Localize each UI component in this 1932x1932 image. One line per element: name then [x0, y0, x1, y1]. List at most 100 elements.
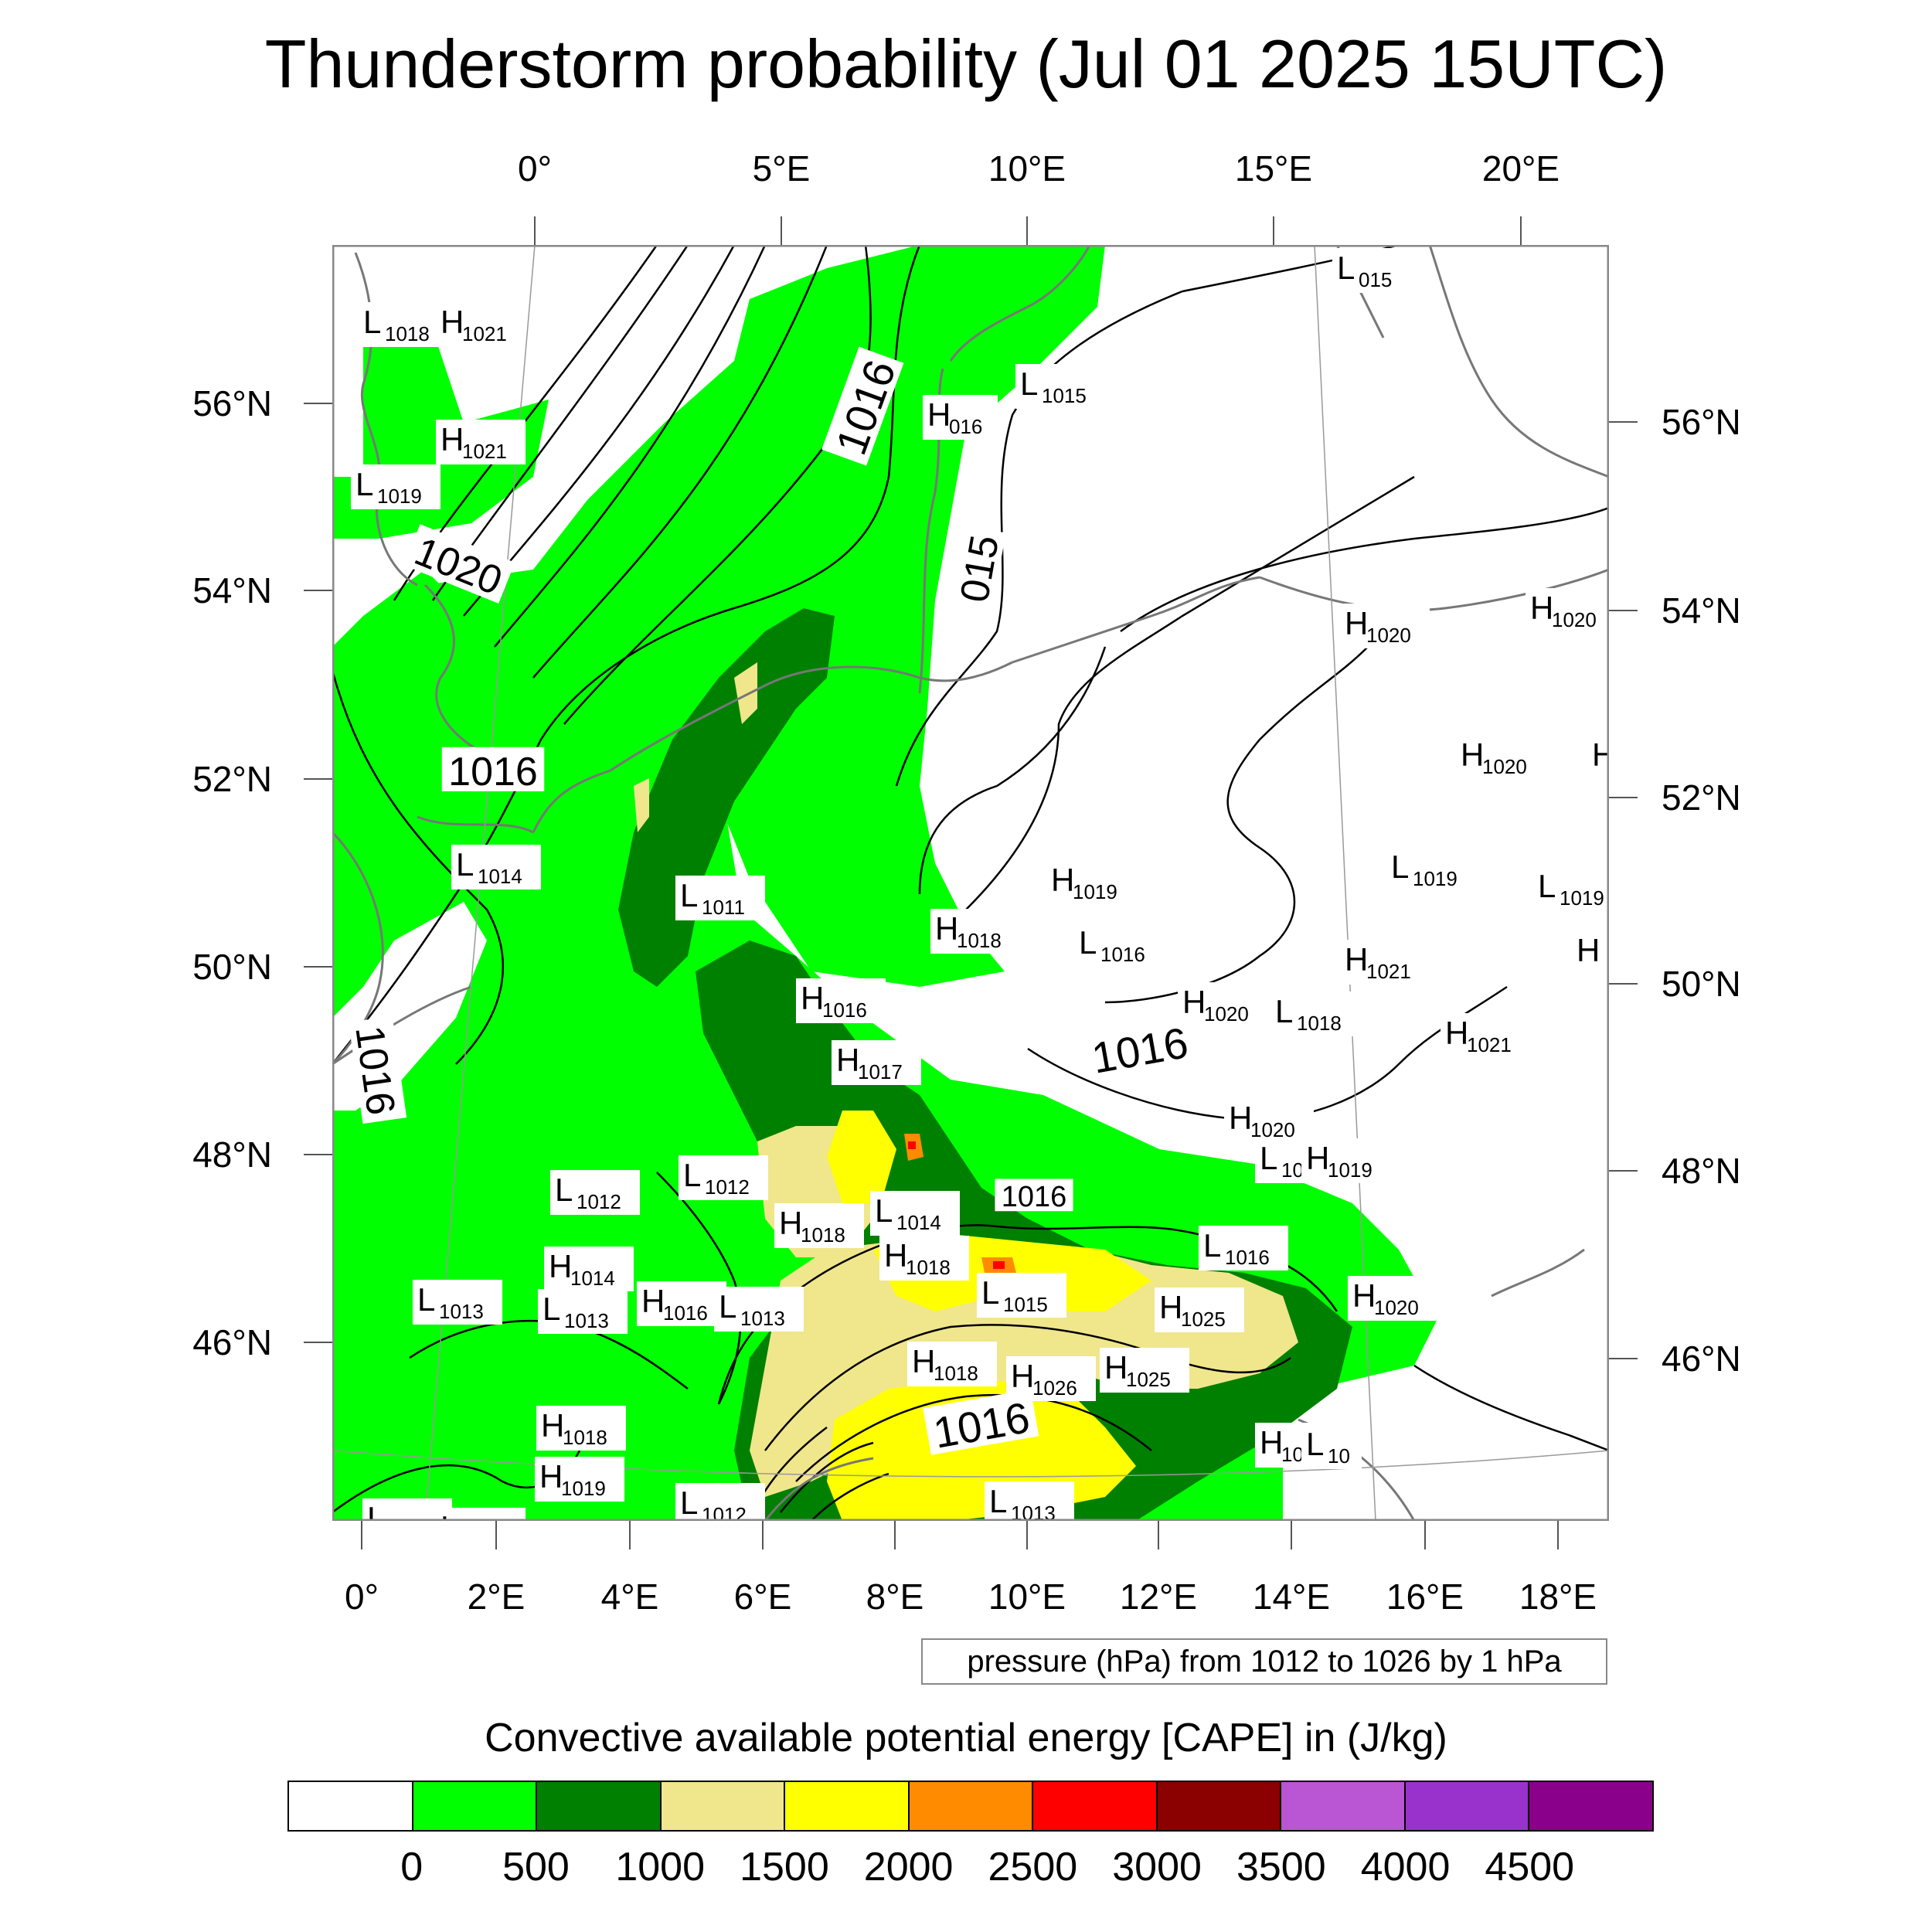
bottom-axis-label: 16°E — [1386, 1577, 1464, 1617]
svg-text:1021: 1021 — [1366, 960, 1411, 983]
right-axis-label: 50°N — [1662, 964, 1741, 1004]
svg-text:L: L — [363, 304, 381, 340]
colorbar-swatch — [661, 1782, 786, 1830]
colorbar-swatch — [289, 1782, 413, 1830]
colorbar-tick-label: 3500 — [1236, 1845, 1326, 1889]
pressure-note: pressure (hPa) from 1012 to 1026 by 1 hP… — [921, 1638, 1607, 1685]
svg-text:1018: 1018 — [563, 1426, 607, 1449]
svg-text:L: L — [875, 1192, 893, 1229]
svg-text:L: L — [680, 877, 698, 913]
svg-text:H: H — [1352, 1277, 1376, 1314]
colorbar-swatch — [537, 1782, 662, 1830]
bottom-axis-label: 0° — [345, 1577, 379, 1617]
svg-text:1016: 1016 — [1225, 1246, 1270, 1269]
top-axis-label: 5°E — [752, 148, 811, 189]
svg-text:L: L — [981, 1274, 999, 1311]
svg-text:H: H — [1592, 736, 1609, 773]
coastline-lines — [332, 245, 1609, 1521]
svg-text:H: H — [1260, 1424, 1283, 1461]
left-axis-label: 46°N — [192, 1322, 272, 1362]
cape-colorbar — [287, 1781, 1654, 1832]
colorbar-swatch — [1281, 1782, 1406, 1830]
isobar-label: 1016 — [441, 747, 545, 794]
colorbar-swatch — [785, 1782, 910, 1830]
svg-text:H: H — [440, 304, 464, 340]
low-pressure-center: L 1019 — [1386, 847, 1476, 892]
svg-text:H: H — [1345, 605, 1368, 641]
svg-text:L: L — [1079, 924, 1097, 961]
svg-text:1015: 1015 — [1003, 1293, 1048, 1316]
low-pressure-center: L 015 — [1332, 248, 1407, 293]
svg-text:H: H — [1345, 941, 1368, 978]
low-pressure-center: L 1018 — [359, 302, 448, 347]
colorbar-swatch — [1405, 1782, 1530, 1830]
svg-text:1019: 1019 — [1328, 1158, 1372, 1182]
svg-text:L: L — [367, 1500, 385, 1521]
svg-text:1013: 1013 — [740, 1307, 785, 1330]
svg-text:L: L — [989, 1483, 1007, 1519]
svg-text:H: H — [1577, 932, 1600, 968]
svg-text:H: H — [836, 1042, 859, 1078]
svg-text:L: L — [1020, 366, 1038, 402]
svg-text:1020: 1020 — [1552, 608, 1597, 631]
svg-text:H: H — [1104, 1349, 1128, 1386]
svg-text:1025: 1025 — [1126, 1368, 1171, 1391]
bottom-axis-label: 10°E — [988, 1577, 1066, 1617]
svg-text:H: H — [927, 396, 951, 433]
svg-text:1020: 1020 — [1204, 1002, 1249, 1026]
svg-text:L: L — [1203, 1227, 1221, 1264]
svg-text:H: H — [801, 980, 824, 1016]
colorbar-tick-label: 0 — [400, 1845, 423, 1889]
low-pressure-center: L 1011 — [675, 876, 765, 920]
left-axis-label: 52°N — [192, 759, 272, 799]
svg-text:1012: 1012 — [577, 1190, 621, 1213]
svg-text:1018: 1018 — [385, 322, 430, 345]
left-axis-label: 56°N — [192, 383, 272, 423]
colorbar-tick-label: 500 — [502, 1845, 570, 1889]
colorbar-swatch — [1157, 1782, 1282, 1830]
colorbar-swatch — [1033, 1782, 1158, 1830]
colorbar-tick-label: 2500 — [988, 1845, 1078, 1889]
svg-text:1012: 1012 — [705, 1175, 750, 1199]
svg-text:1014: 1014 — [478, 865, 522, 888]
map-panel: 1016 1020 1016 1016 1016 1016 1016 015 L 1018 H 10… — [332, 245, 1609, 1521]
svg-text:1016: 1016 — [1002, 1181, 1067, 1213]
svg-text:1020: 1020 — [1482, 755, 1527, 778]
svg-text:L: L — [1337, 250, 1355, 286]
svg-text:L: L — [1260, 1140, 1277, 1176]
svg-text:H: H — [912, 1343, 935, 1379]
svg-text:1020: 1020 — [1374, 1296, 1419, 1319]
svg-text:1019: 1019 — [1073, 880, 1117, 903]
svg-text:1016: 1016 — [448, 750, 538, 794]
svg-text:1013: 1013 — [1011, 1502, 1056, 1521]
svg-text:L: L — [1538, 868, 1556, 904]
low-pressure-center: L 1015 — [1015, 364, 1105, 409]
top-axis-label: 0° — [518, 148, 552, 189]
svg-text:H: H — [1159, 1289, 1182, 1325]
svg-text:1015: 1015 — [1042, 384, 1087, 407]
svg-text:L: L — [355, 466, 373, 502]
svg-text:H: H — [539, 1458, 563, 1495]
svg-text:1011: 1011 — [702, 896, 745, 919]
cape-legend-title: Convective available potential energy [C… — [485, 1716, 1447, 1760]
right-axis-label: 54°N — [1662, 590, 1741, 631]
